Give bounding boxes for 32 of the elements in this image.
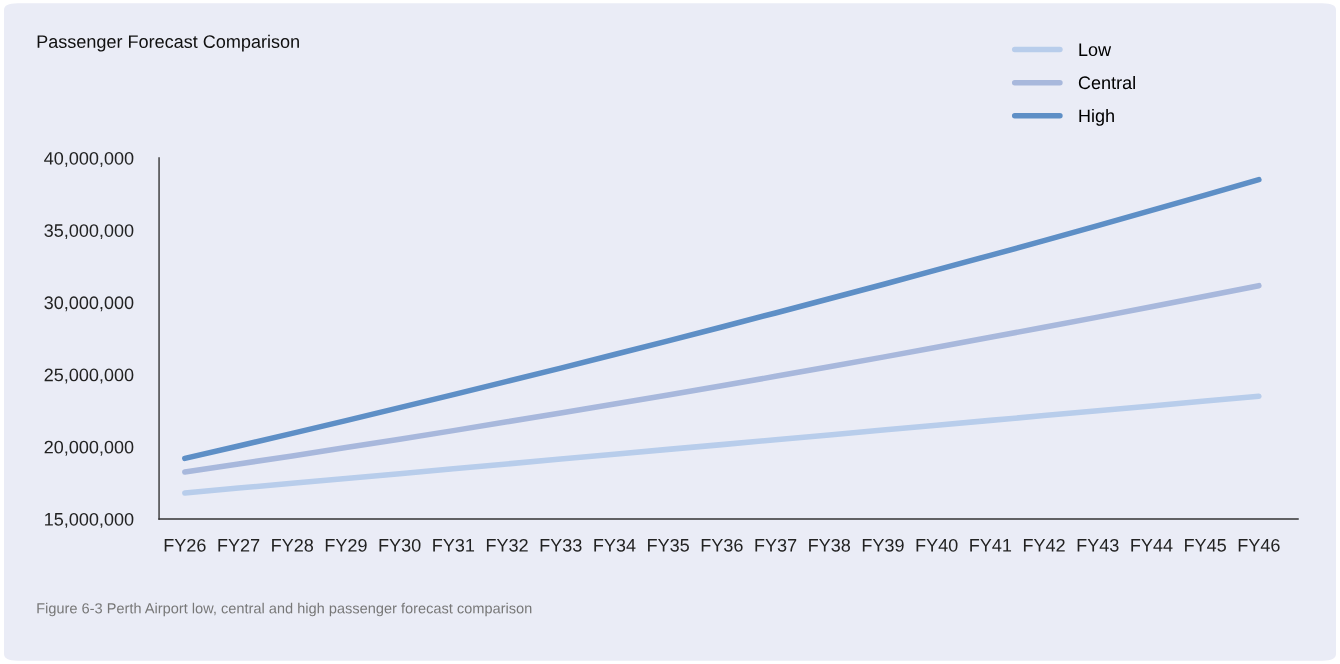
x-tick-label: FY29 <box>325 538 367 552</box>
x-tick-label: FY30 <box>379 538 421 552</box>
x-tick-label: FY31 <box>433 538 475 552</box>
x-tick-label: FY27 <box>218 538 260 552</box>
x-tick-label: FY26 <box>164 538 206 552</box>
x-tick-label: FY40 <box>916 538 958 552</box>
x-tick-label: FY38 <box>809 538 851 552</box>
x-tick-label: FY39 <box>862 538 904 552</box>
legend-label: High <box>1079 108 1114 126</box>
y-tick-label: 35,000,000 <box>44 224 134 240</box>
legend-label: Central <box>1078 75 1135 90</box>
x-tick-label: FY42 <box>1023 538 1065 552</box>
legend-label: Low <box>1079 43 1112 57</box>
chart-title: Passenger Forecast Comparison <box>37 34 299 52</box>
y-tick-label: 40,000,000 <box>44 151 134 167</box>
x-tick-label: FY43 <box>1077 538 1119 552</box>
x-tick-label: FY46 <box>1238 538 1280 552</box>
x-tick-label: FY28 <box>272 538 314 552</box>
y-tick-label: 30,000,000 <box>44 296 134 312</box>
x-tick-label: FY32 <box>486 538 528 552</box>
x-tick-label: FY41 <box>970 539 1012 552</box>
x-tick-label: FY44 <box>1131 539 1173 552</box>
x-tick-label: FY35 <box>648 538 689 552</box>
x-tick-label: FY36 <box>701 538 743 552</box>
x-tick-label: FY33 <box>540 538 582 552</box>
y-tick-label: 20,000,000 <box>44 440 134 456</box>
x-tick-label: FY45 <box>1185 539 1226 552</box>
y-tick-label: 15,000,000 <box>45 512 134 528</box>
x-tick-label: FY37 <box>755 538 797 552</box>
y-tick-label: 25,000,000 <box>44 368 134 384</box>
caption: Figure 6-3 Perth Airport low, central and high passenger forecast comparison <box>37 602 532 617</box>
x-tick-label: FY34 <box>594 538 636 552</box>
